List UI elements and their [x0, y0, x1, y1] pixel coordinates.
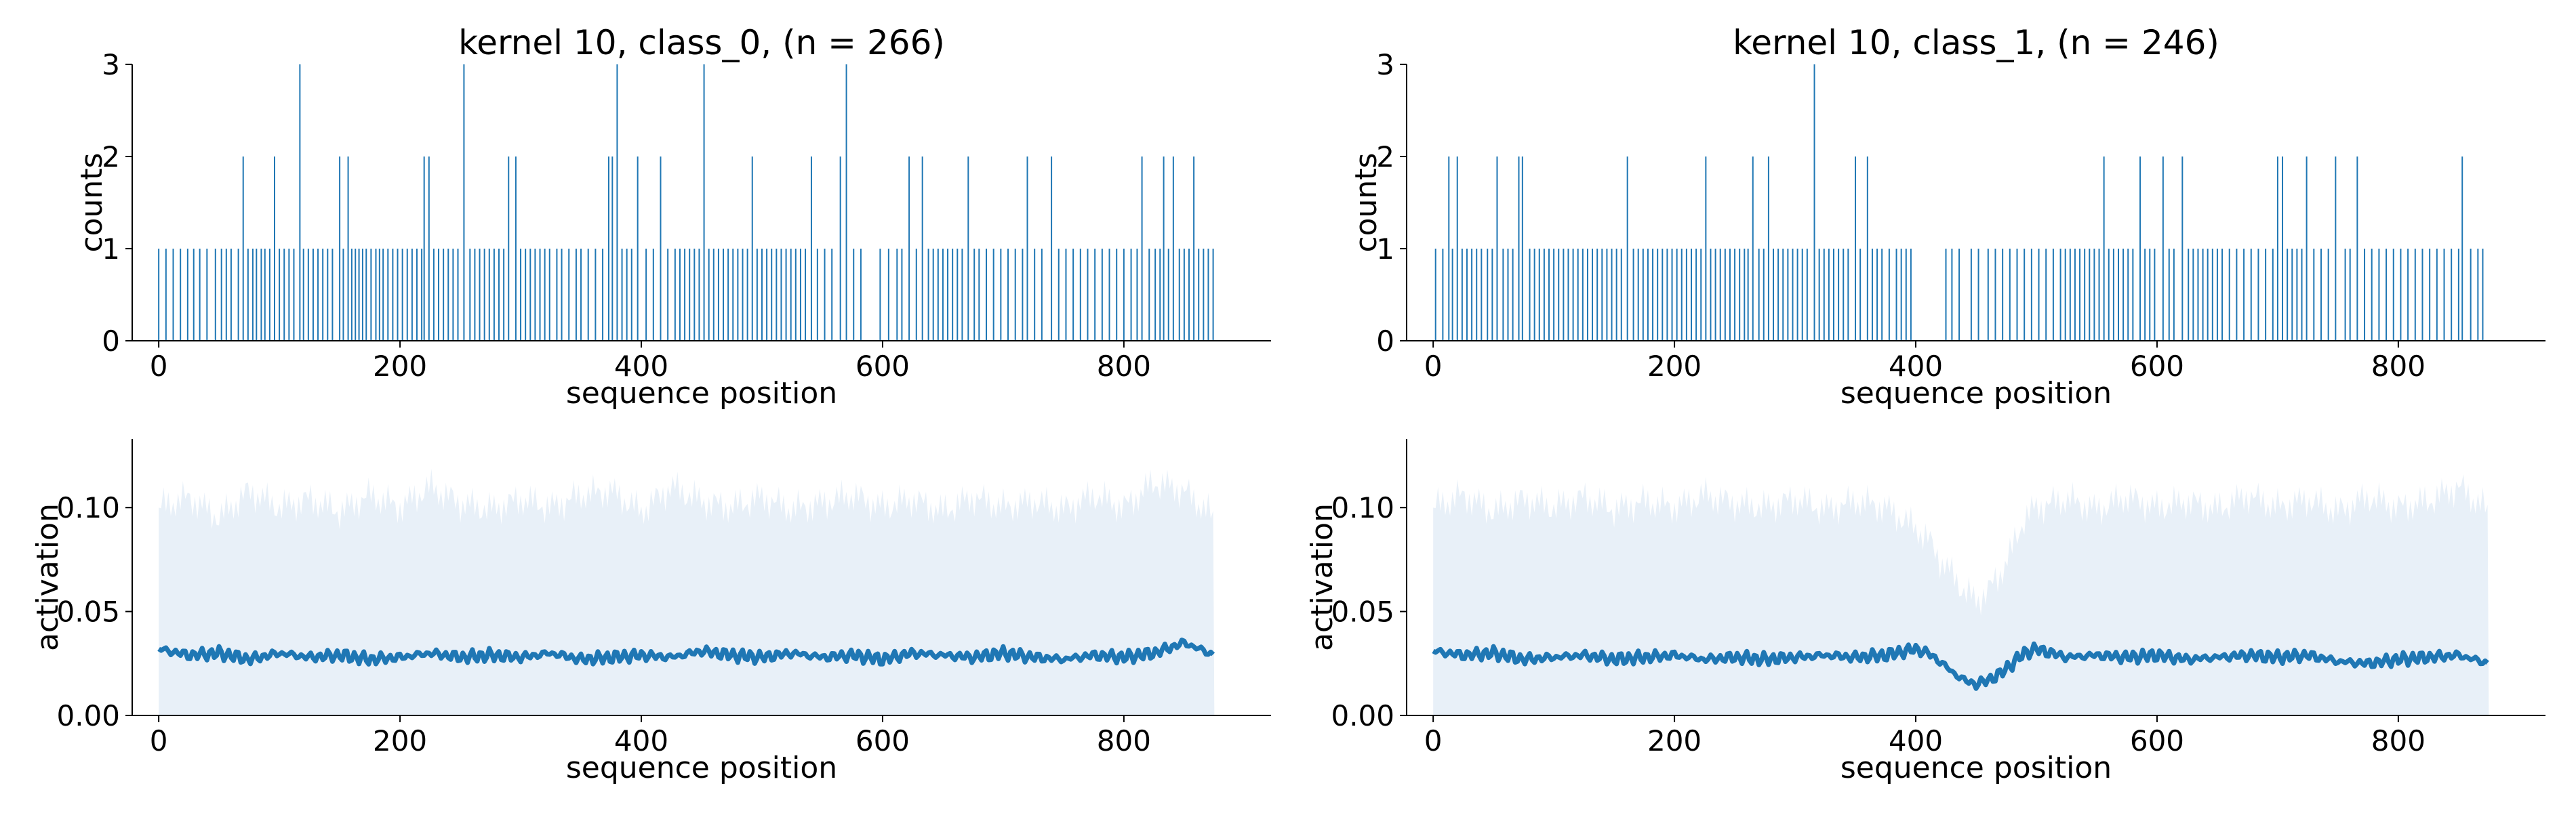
- x-tick-label: 400: [614, 350, 668, 383]
- plot-area: [1432, 474, 2489, 715]
- y-axis-label: activation: [1305, 503, 1340, 651]
- x-ticks: 0 200 400 600 800: [150, 715, 1151, 757]
- x-tick-label: 600: [856, 350, 910, 383]
- x-axis-label: sequence position: [1840, 376, 2112, 411]
- x-tick-label: 200: [1647, 724, 1702, 757]
- y-ticks: 0 1 2 3: [102, 48, 132, 358]
- plot-area: [157, 468, 1215, 715]
- plot-area: [1434, 64, 2484, 341]
- x-tick-label: 800: [2371, 350, 2426, 383]
- mean-activation-line: [1432, 641, 2489, 691]
- x-tick-label: 0: [150, 724, 168, 757]
- y-tick-label: 1: [102, 232, 120, 266]
- x-ticks: 0 200 400 600 800: [1424, 715, 2426, 757]
- y-tick-label: 2: [1376, 140, 1394, 173]
- x-tick-label: 800: [1097, 350, 1151, 383]
- x-tick-label: 0: [1424, 724, 1443, 757]
- chart-title: kernel 10, class_0, (n = 266): [458, 23, 945, 62]
- x-axis-label: sequence position: [1840, 751, 2112, 785]
- x-tick-label: 600: [856, 724, 910, 757]
- y-tick-label: 2: [102, 140, 120, 173]
- x-tick-label: 200: [373, 350, 427, 383]
- y-tick-label: 0.10: [56, 491, 120, 524]
- x-tick-label: 400: [614, 724, 668, 757]
- x-axis-label: sequence position: [566, 751, 837, 785]
- y-axis-label: activation: [31, 503, 65, 651]
- y-axis-label: counts: [75, 152, 109, 252]
- y-tick-label: 3: [1376, 48, 1394, 81]
- panel-class1-activation: 0 200 400 600 800 0.00 0.05 0.10 sequence posi…: [1305, 439, 2545, 785]
- x-tick-label: 400: [1889, 724, 1943, 757]
- y-tick-label: 0.00: [1331, 699, 1394, 732]
- x-ticks: 0 200 400 600 800: [1424, 341, 2426, 383]
- panel-class0-counts: kernel 10, class_0, (n = 266) 0 200 400 600…: [75, 23, 1271, 411]
- panel-class1-counts: kernel 10, class_1, (n = 246) 0 200 400 600…: [1349, 23, 2545, 411]
- x-tick-label: 200: [1647, 350, 1702, 383]
- x-tick-label: 800: [1097, 724, 1151, 757]
- x-tick-label: 200: [373, 724, 427, 757]
- y-axis-label: counts: [1349, 152, 1384, 252]
- y-tick-label: 1: [1376, 232, 1394, 266]
- y-tick-label: 0: [102, 325, 120, 358]
- x-tick-label: 0: [1424, 350, 1443, 383]
- y-ticks: 0.00 0.05 0.10: [1331, 491, 1407, 732]
- mean-activation-line: [157, 638, 1215, 667]
- y-tick-label: 0.10: [1331, 491, 1394, 524]
- x-tick-label: 0: [150, 350, 168, 383]
- plot-area: [158, 64, 1214, 341]
- x-tick-label: 600: [2130, 350, 2184, 383]
- x-ticks: 0 200 400 600 800: [150, 341, 1151, 383]
- x-tick-label: 600: [2130, 724, 2184, 757]
- x-tick-label: 800: [2371, 724, 2426, 757]
- y-tick-label: 0: [1376, 325, 1394, 358]
- chart-title: kernel 10, class_1, (n = 246): [1733, 23, 2219, 62]
- x-tick-label: 400: [1889, 350, 1943, 383]
- y-tick-label: 3: [102, 48, 120, 81]
- panel-class0-activation: 0 200 400 600 800 0.00 0.05 0.10 sequence posi…: [31, 439, 1271, 785]
- y-tick-label: 0.00: [56, 699, 120, 732]
- y-ticks: 0.00 0.05 0.10: [56, 491, 132, 732]
- y-tick-label: 0.05: [56, 596, 120, 629]
- x-axis-label: sequence position: [566, 376, 837, 411]
- y-ticks: 0 1 2 3: [1376, 48, 1407, 358]
- y-tick-label: 0.05: [1331, 596, 1394, 629]
